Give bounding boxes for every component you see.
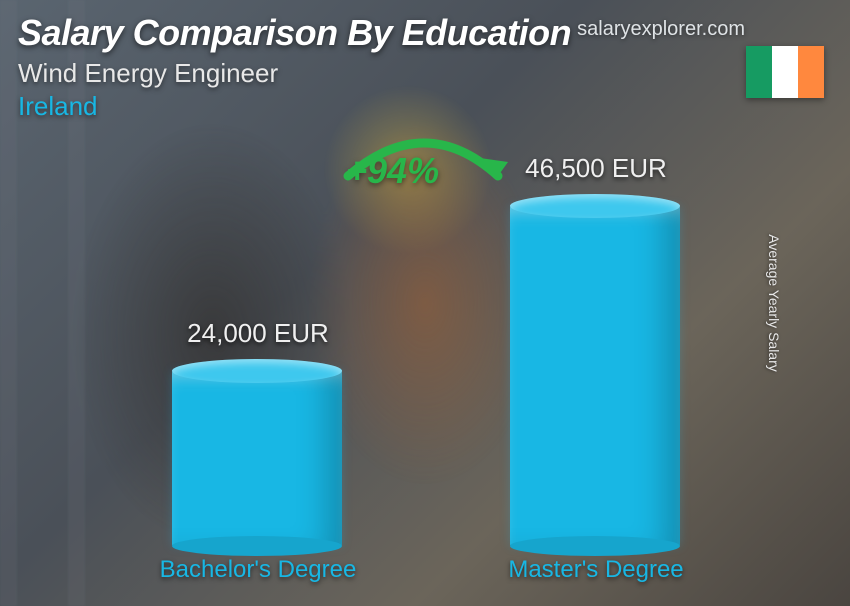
category-label-1: Bachelor's Degree: [128, 556, 388, 584]
bar-bottom-ellipse: [510, 536, 680, 556]
header: Salary Comparison By Education Wind Ener…: [18, 12, 571, 122]
brand-tld: .com: [702, 18, 745, 40]
bar-rect: [510, 206, 680, 546]
category-label-2: Master's Degree: [466, 556, 726, 584]
flag-stripe-2: [772, 46, 798, 98]
bar-bottom-ellipse: [172, 536, 342, 556]
bar-chart: 24,000 EUR 46,500 EUR Bachelor's Degree …: [0, 144, 850, 584]
bar-bachelors: [172, 371, 342, 546]
flag-ireland: [746, 46, 824, 98]
job-subtitle: Wind Energy Engineer: [18, 58, 571, 89]
flag-stripe-3: [798, 46, 824, 98]
bar-rect: [172, 371, 342, 546]
value-label-1: 24,000 EUR: [128, 318, 388, 349]
bar-masters: [510, 206, 680, 546]
flag-stripe-1: [746, 46, 772, 98]
value-label-2: 46,500 EUR: [466, 153, 726, 184]
country-label: Ireland: [18, 91, 571, 122]
page-title: Salary Comparison By Education: [18, 12, 571, 54]
bar-top-ellipse: [172, 359, 342, 383]
brand-name: salaryexplorer: [577, 18, 702, 40]
brand-label: salaryexplorer.com: [577, 18, 745, 41]
bar-top-ellipse: [510, 194, 680, 218]
